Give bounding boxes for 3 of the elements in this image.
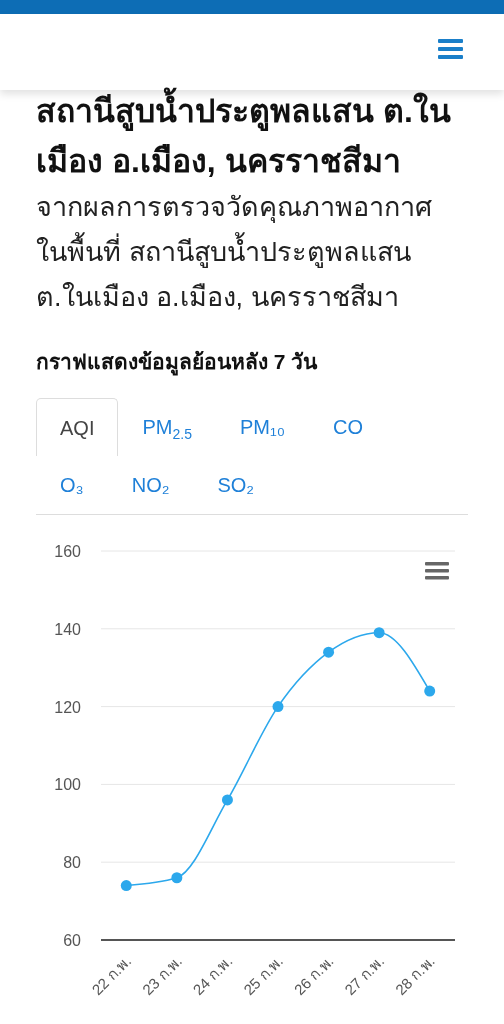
annotation: กราฟแสดงข้อมูลย้อนหลัง 7 วัน <box>36 345 318 378</box>
subtitle: จากผลการตรวจวัดคุณภาพอากาศในพื้นที่ สถานีสูบน้ำประตูพลแสน ต.ในเมือง อ.เมือง, นครราชสีมา <box>36 191 433 314</box>
title: สถานีสูบน้ำประตูพลแสน ต.ในเมือง อ.เมือง, นครราชสีมา <box>36 86 476 186</box>
